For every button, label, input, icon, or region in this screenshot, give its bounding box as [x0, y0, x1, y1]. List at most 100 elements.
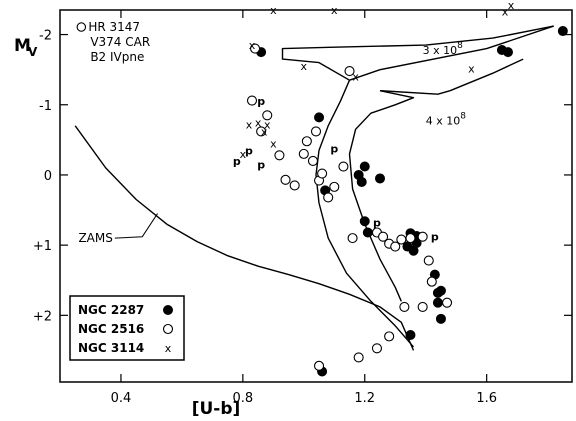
data-point-ngc-3114: x: [468, 62, 475, 75]
zams-leader-line: [114, 213, 158, 239]
data-point-ngc-2516: [313, 360, 325, 371]
data-point-ngc-2287: [435, 313, 446, 324]
legend-entry-marker: [162, 323, 174, 335]
curve-hook-upper: [281, 25, 554, 81]
peculiar-star-label: p: [431, 231, 439, 244]
data-point-ngc-2516: [317, 168, 328, 179]
data-point-ngc-2516: [384, 331, 395, 342]
data-point-ngc-2516: [390, 241, 401, 252]
y-axis-title-sub: V: [28, 45, 38, 59]
data-point-ngc-2516: [310, 126, 322, 137]
legend: NGC 2287 NGC 2516 NGC 3114 x: [69, 295, 185, 361]
data-point-ngc-3114: x: [316, 111, 323, 124]
data-point-ngc-3114: x: [502, 5, 509, 18]
peculiar-star-label: p: [257, 95, 265, 108]
data-point-ngc-3114: x: [249, 39, 256, 52]
curve-hook-lower: [379, 58, 524, 95]
data-point-ngc-2516: [262, 110, 273, 121]
data-point-ngc-2516: [298, 148, 309, 159]
data-point-ngc-3114: x: [270, 137, 277, 150]
data-point-ngc-2287: [314, 112, 325, 123]
x-tick-label: 1.6: [476, 391, 497, 406]
isochrone-label: 3 x 108: [423, 41, 464, 57]
x-tick-label: 0.4: [111, 391, 132, 406]
data-point-ngc-2516: [405, 233, 416, 244]
data-point-ngc-2516: [396, 234, 407, 245]
y-axis-title: M V: [14, 36, 38, 59]
plot-frame: [59, 9, 573, 383]
data-point-ngc-2516: [301, 136, 312, 147]
data-point-ngc-2516: [353, 352, 364, 363]
peculiar-star-label: p: [330, 142, 338, 155]
data-point-ngc-2287: [405, 329, 416, 340]
legend-entry-marker: x: [165, 342, 172, 355]
data-point-ngc-3114: x: [352, 71, 359, 84]
y-axis-title-main: M: [14, 36, 31, 56]
data-point-ngc-2516: [274, 150, 285, 161]
data-point-ngc-2516: [307, 155, 319, 166]
data-point-ngc-2287: [359, 216, 370, 227]
x-axis-title: [U-b]: [192, 399, 241, 419]
y-tick-label: +2: [33, 309, 52, 324]
data-point-ngc-3114: x: [270, 4, 277, 17]
data-point-ngc-2516: [280, 174, 291, 185]
data-point-ngc-2287: [435, 285, 446, 296]
data-point-ngc-2516: [289, 180, 300, 191]
peculiar-star-label: p: [233, 155, 241, 168]
peculiar-star-label: p: [257, 158, 265, 171]
data-point-ngc-2516: [347, 233, 358, 244]
zams-label-text: ZAMS: [78, 231, 112, 245]
star-note-line: B2 IVpne: [90, 50, 144, 64]
data-point-ngc-3114: x: [508, 0, 515, 12]
legend-entry-marker: [163, 305, 173, 315]
legend-entry-label: NGC 2516: [78, 322, 144, 336]
y-axis-ticks: -2 -1 0 +1 +2: [33, 29, 572, 324]
data-point-ngc-2516: [377, 231, 389, 242]
x-axis-ticks: 0.4 0.8 1.2 1.6: [111, 10, 497, 406]
x-tick-label: 0.8: [233, 391, 254, 406]
data-point-ngc-2516: [323, 192, 334, 203]
data-point-ngc-3114: x: [331, 4, 338, 17]
y-tick-label: 0: [44, 169, 52, 184]
data-point-ngc-3114: x: [261, 125, 268, 138]
data-point-ngc-2516: [441, 297, 453, 308]
data-point-ngc-2516: [426, 276, 437, 287]
star-note-marker: [76, 22, 87, 32]
data-point-ngc-2516: [329, 181, 340, 192]
star-note-line: V374 CAR: [90, 35, 150, 49]
data-point-ngc-2287: [362, 227, 373, 238]
data-point-ngc-2287: [503, 47, 513, 58]
data-point-ngc-3114: x: [255, 116, 262, 129]
isochrone-label: 4 x 108: [426, 111, 467, 127]
zams-label: ZAMS: [78, 213, 158, 245]
y-tick-label: +1: [33, 239, 52, 254]
data-point-ngc-2516: [344, 66, 355, 77]
data-point-ngc-2287: [356, 176, 367, 187]
data-point-ngc-2516: [423, 255, 434, 266]
x-tick-label: 1.2: [354, 391, 375, 406]
data-point-ngc-3114: x: [301, 60, 308, 73]
data-point-ngc-3114: x: [240, 148, 247, 161]
data-point-ngc-2287: [359, 161, 370, 172]
star-note-line: HR 3147: [88, 20, 140, 34]
isochrone-label-exponent: 8: [460, 111, 466, 121]
isochrone-label-exponent: 8: [457, 41, 463, 51]
data-point-ngc-3114: x: [246, 118, 253, 131]
legend-entry-label: NGC 3114: [78, 341, 144, 355]
peculiar-star-label: p: [245, 144, 253, 157]
data-point-ngc-2287: [557, 26, 568, 37]
data-point-ngc-2516: [338, 161, 349, 172]
data-point-ngc-3114: x: [264, 118, 271, 131]
data-point-ngc-2516: [417, 301, 428, 312]
data-point-ngc-2516: [249, 43, 261, 54]
data-point-ngc-2516: [256, 126, 267, 137]
isochrone-label-base: 3 x 10: [423, 44, 458, 57]
data-point-ngc-2287: [375, 173, 385, 184]
curve-zams: [74, 125, 415, 351]
isochrone-label-base: 4 x 10: [426, 114, 461, 127]
curve-4-x-10-8: [348, 90, 415, 302]
